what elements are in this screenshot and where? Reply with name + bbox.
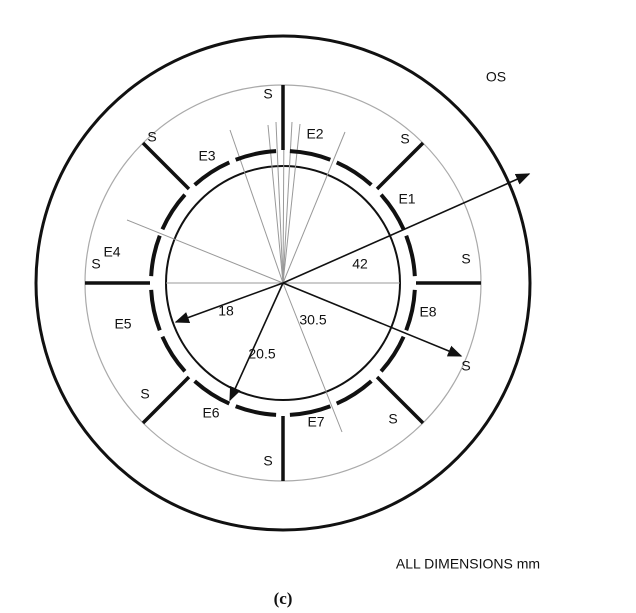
dimension-arrows xyxy=(174,173,531,402)
note: ALL DIMENSIONS mm xyxy=(396,556,540,572)
spoke-label: S xyxy=(400,131,409,147)
dimension-label: 18 xyxy=(218,303,234,319)
ring-segment xyxy=(160,335,187,373)
segment-label: E1 xyxy=(398,191,415,207)
ring-segment xyxy=(335,160,373,187)
ring-segment xyxy=(379,193,406,231)
ring-segment xyxy=(379,335,406,373)
segment-label: E6 xyxy=(202,405,219,421)
spoke xyxy=(375,375,425,425)
ring-segment xyxy=(404,289,417,332)
dimension-label: 42 xyxy=(352,256,368,272)
dimension-label: 30.5 xyxy=(299,312,326,328)
spoke-label: S xyxy=(263,86,272,102)
labels: S S S S S S S S S E1 E2 E3 E4 E5 E6 E7 E8 42 18 30.5 20.5 xyxy=(91,86,470,469)
segment-label: E4 xyxy=(103,244,120,260)
ring-segment xyxy=(193,160,231,187)
ring-segment xyxy=(193,379,231,406)
segment-label: E2 xyxy=(306,126,323,142)
spoke xyxy=(375,141,425,191)
dimension-label: 20.5 xyxy=(248,346,275,362)
ring-segment xyxy=(149,234,162,277)
ring-segment xyxy=(160,193,187,231)
spoke-label: S xyxy=(461,251,470,267)
spoke-label: S xyxy=(263,453,272,469)
ring-segment xyxy=(234,404,277,417)
spoke-label: S xyxy=(388,411,397,427)
caption: (c) xyxy=(274,589,293,608)
segment-label: E5 xyxy=(114,316,131,332)
outer-circle xyxy=(34,34,532,532)
ring-segment xyxy=(149,289,162,332)
spokes xyxy=(85,85,481,481)
segment-label: E8 xyxy=(419,304,436,320)
spoke-label: S xyxy=(147,129,156,145)
ring-segment xyxy=(289,404,332,417)
os-label: OS xyxy=(486,69,506,85)
spoke xyxy=(141,375,191,425)
ring-segment xyxy=(289,149,332,162)
segment-label: E7 xyxy=(307,414,324,430)
ring-segment xyxy=(404,234,417,277)
segment-label: E3 xyxy=(198,148,215,164)
spoke-label: S xyxy=(140,386,149,402)
spoke-label: S xyxy=(91,256,100,272)
ring-segment xyxy=(234,149,277,162)
spoke-label: S xyxy=(461,358,470,374)
ring-segment xyxy=(335,379,373,406)
electrode-ring xyxy=(149,149,417,417)
spoke xyxy=(141,141,191,191)
